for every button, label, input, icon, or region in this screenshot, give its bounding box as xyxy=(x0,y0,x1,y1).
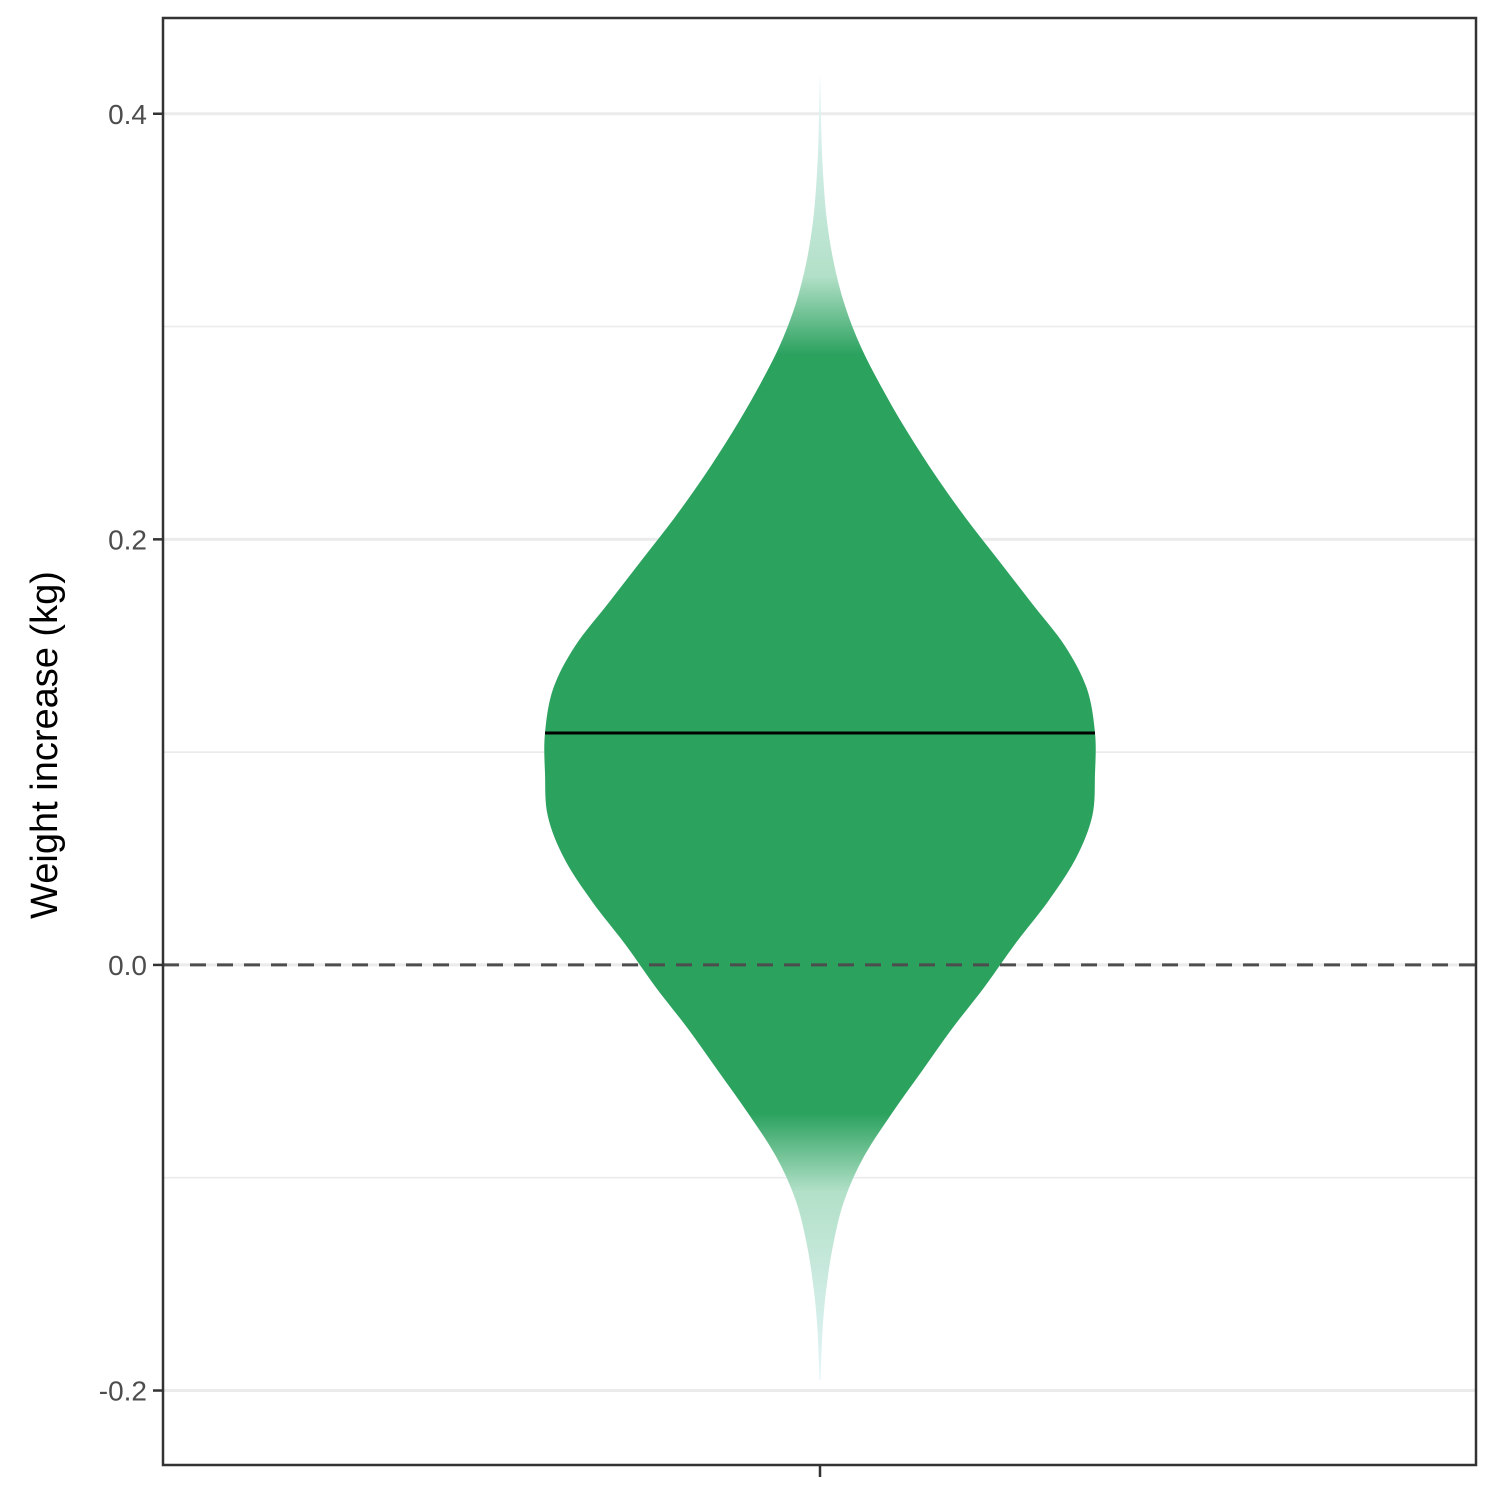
y-tick-label: 0.2 xyxy=(108,524,147,555)
violin-shape xyxy=(544,75,1096,1380)
violin-layer xyxy=(544,75,1096,1380)
y-tick-label: -0.2 xyxy=(99,1376,147,1407)
y-tick-label: 0.0 xyxy=(108,950,147,981)
y-tick-label: 0.4 xyxy=(108,99,147,130)
y-axis-title: Weight increase (kg) xyxy=(24,571,66,919)
axis-layer: -0.2 0.0 0.2 0.4 xyxy=(99,16,1478,1477)
